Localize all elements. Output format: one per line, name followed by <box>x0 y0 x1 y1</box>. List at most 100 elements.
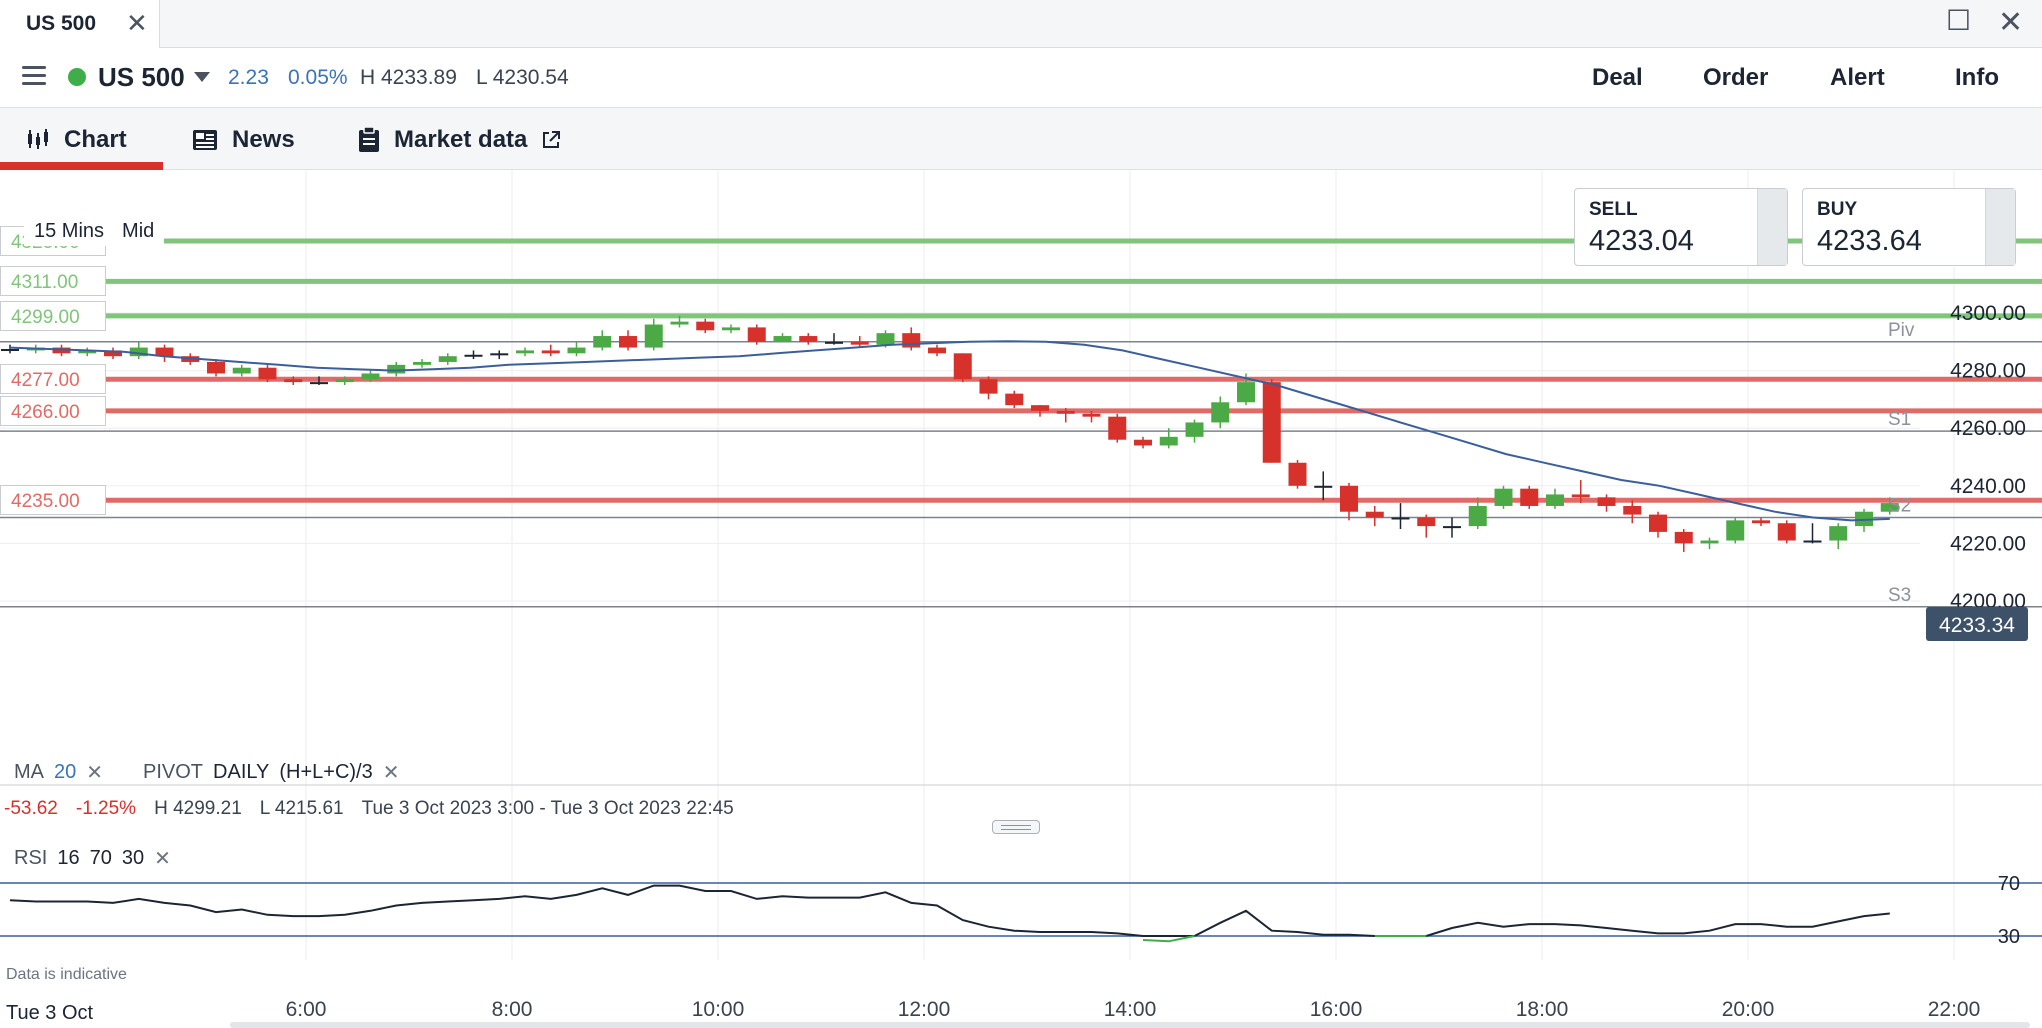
candle-body <box>258 367 277 380</box>
chevron-down-icon[interactable] <box>194 72 210 82</box>
price-tick-label: 4260.00 <box>1950 417 2026 440</box>
candle-body <box>1546 494 1564 506</box>
tab-chart[interactable]: Chart <box>26 126 127 154</box>
pane-resize-handle[interactable] <box>992 820 1040 834</box>
time-tick-label: 8:00 <box>492 998 533 1021</box>
pivot-period: DAILY <box>213 761 270 783</box>
candle-body <box>567 347 586 354</box>
candle-body <box>387 364 406 374</box>
candle-body <box>155 347 174 357</box>
candle-body <box>1340 485 1358 512</box>
candle-body <box>696 321 715 331</box>
time-tick-label: 20:00 <box>1722 998 1775 1021</box>
tab-market-data-label: Market data <box>394 126 528 153</box>
candle-body <box>207 361 225 374</box>
candle-body <box>1005 393 1024 406</box>
candle-body <box>1082 413 1101 417</box>
close-icon[interactable]: ✕ <box>126 8 148 38</box>
price-tick-label: 4240.00 <box>1950 475 2026 498</box>
window-close-icon[interactable]: ✕ <box>1998 6 2024 39</box>
alert-button[interactable]: Alert <box>1830 64 1885 91</box>
candle-body <box>1443 526 1461 529</box>
order-button[interactable]: Order <box>1703 64 1769 91</box>
candle-body <box>1159 436 1178 446</box>
level-tag[interactable]: 4277.00 <box>0 364 106 395</box>
candle-body <box>1391 517 1410 520</box>
sell-side-handle <box>1757 189 1787 265</box>
candle-body <box>1803 540 1822 543</box>
candle-body <box>1262 382 1281 463</box>
candle-body <box>335 379 354 383</box>
remove-ma-icon[interactable]: ✕ <box>86 762 104 784</box>
candle-body <box>541 350 560 354</box>
candle-body <box>1365 511 1384 518</box>
range-high: H 4299.21 <box>154 798 242 819</box>
tab-market-data[interactable]: Market data <box>358 126 561 154</box>
instrument-tab[interactable]: US 500 ✕ <box>0 0 160 48</box>
candle-body <box>464 354 483 357</box>
candle-body <box>799 336 818 342</box>
level-tag[interactable]: 4235.00 <box>0 485 106 516</box>
candle-body <box>129 347 148 357</box>
info-button[interactable]: Info <box>1955 64 1999 91</box>
level-tag[interactable]: 4266.00 <box>0 395 106 426</box>
candle-body <box>310 382 328 385</box>
range-summary: -53.62 -1.25% H 4299.21 L 4215.61 Tue 3 … <box>4 798 734 820</box>
external-link-icon <box>543 131 561 148</box>
rsi-level-label: 30 <box>1998 926 2020 948</box>
candle-body <box>1288 462 1307 486</box>
remove-pivot-icon[interactable]: ✕ <box>382 762 400 784</box>
maximize-icon[interactable]: ☐ <box>1946 5 1972 36</box>
candle-body <box>902 333 921 348</box>
buy-side-handle <box>1985 189 2015 265</box>
price-chart[interactable]: 4200.004220.004240.004260.004280.004300.… <box>0 170 2042 1028</box>
candle-body <box>1700 540 1719 544</box>
sell-button[interactable]: SELL 4233.04 <box>1574 188 1788 266</box>
candlestick-icon <box>28 129 48 149</box>
tab-news[interactable]: News <box>192 126 295 154</box>
rsi-lower: 30 <box>121 847 145 869</box>
market-status-dot <box>68 68 86 86</box>
time-scrollbar[interactable] <box>230 1022 2030 1028</box>
candle-body <box>747 327 766 342</box>
level-tag[interactable]: 4311.00 <box>0 266 106 297</box>
current-price-tag <box>1926 607 2028 641</box>
candle-body <box>284 379 303 383</box>
price-tick-label: 4220.00 <box>1950 532 2026 555</box>
candle-body <box>1674 531 1693 544</box>
indicator-legend: MA 20 ✕ PIVOT DAILY (H+L+C)/3 ✕ <box>14 760 400 785</box>
moving-average-line <box>9 340 1890 522</box>
deal-button[interactable]: Deal <box>1592 64 1643 91</box>
level-lines <box>0 238 2042 503</box>
candle-body <box>1314 485 1333 488</box>
time-tick-label: 16:00 <box>1310 998 1363 1021</box>
change-absolute: 2.23 <box>228 66 269 89</box>
price-tick-label: 4300.00 <box>1950 302 2026 325</box>
candle-body <box>1880 503 1899 512</box>
buy-button[interactable]: BUY 4233.64 <box>1802 188 2016 266</box>
ma-period: 20 <box>54 761 77 783</box>
timeframe-selector[interactable]: 15 Mins Mid <box>24 216 165 246</box>
candle-body <box>1417 517 1436 527</box>
price-type-label[interactable]: Mid <box>122 220 155 242</box>
chart-area[interactable]: 4200.00 4220.00 4240.00 4260.00 4280.00 4300.… <box>0 170 2042 1028</box>
interval-label[interactable]: 15 Mins <box>34 220 105 242</box>
candle-body <box>670 321 689 325</box>
time-tick-label: 14:00 <box>1104 998 1157 1021</box>
axis-date-label: Tue 3 Oct <box>0 1000 100 1028</box>
view-tabs: Chart News Market data <box>0 108 2042 170</box>
time-tick-label: 6:00 <box>286 998 327 1021</box>
instrument-name[interactable]: US 500 <box>98 62 185 92</box>
rsi-period: 16 <box>57 847 80 869</box>
rsi-legend: RSI 16 70 30 ✕ <box>14 846 171 871</box>
candle-body <box>644 324 663 348</box>
level-tag[interactable]: 4299.00 <box>0 300 106 331</box>
clipboard-icon <box>359 127 379 152</box>
hamburger-menu-icon[interactable] <box>22 66 46 86</box>
candle-body <box>1056 410 1075 414</box>
remove-rsi-icon[interactable]: ✕ <box>154 848 171 870</box>
candle-body <box>361 373 380 380</box>
sell-price: 4233.04 <box>1589 225 1694 257</box>
active-tab-underline <box>0 162 163 170</box>
candle-body <box>232 367 251 374</box>
